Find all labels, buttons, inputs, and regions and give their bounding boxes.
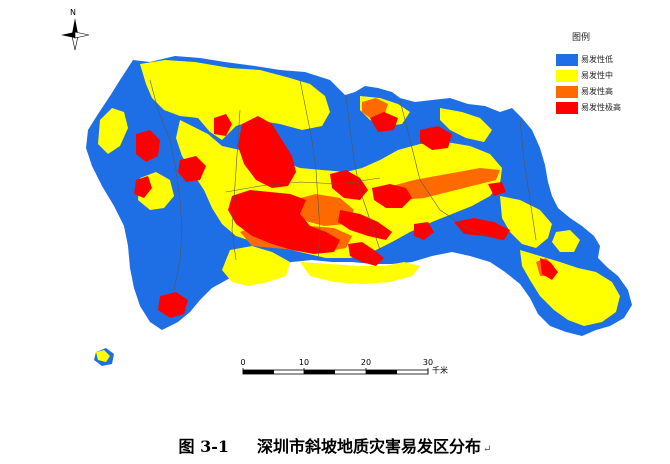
legend: 图例 易发性低 易发性中 易发性高 易发性极高	[556, 30, 656, 116]
scale-bar: 0 10 20 30 千米	[240, 358, 450, 382]
scale-tick-30: 30	[422, 358, 434, 367]
scale-tick-0: 0	[240, 358, 246, 367]
north-label: N	[70, 8, 76, 17]
legend-label-high: 易发性高	[581, 87, 613, 96]
legend-swatch-moderate	[556, 69, 578, 82]
legend-item-low: 易发性低	[556, 52, 656, 67]
district-boundaries	[149, 79, 537, 291]
figure-number: 图 3-1	[178, 437, 230, 456]
scale-unit: 千米	[432, 366, 448, 375]
legend-title: 图例	[572, 33, 591, 43]
legend-label-low: 易发性低	[581, 55, 613, 64]
map-region-very-high	[134, 112, 558, 318]
legend-label-moderate: 易发性中	[581, 71, 613, 80]
figure-title: 深圳市斜坡地质灾害易发区分布	[257, 437, 482, 456]
north-arrow-icon	[61, 18, 90, 51]
legend-swatch-low	[556, 53, 578, 66]
scale-tick-20: 20	[360, 358, 372, 367]
scale-tick-10: 10	[298, 358, 310, 367]
return-mark: ↵	[483, 444, 492, 455]
legend-swatch-high	[556, 85, 578, 98]
legend-item-high: 易发性高	[556, 84, 656, 99]
legend-swatch-very-high	[556, 101, 578, 114]
north-arrow: N	[58, 8, 92, 52]
figure-caption: 图 3-1 深圳市斜坡地质灾害易发区分布 ↵	[0, 433, 670, 457]
legend-item-very-high: 易发性极高	[556, 100, 656, 115]
legend-label-very-high: 易发性极高	[581, 103, 621, 112]
scale-bar-graphic	[242, 368, 429, 375]
legend-item-moderate: 易发性中	[556, 68, 656, 83]
